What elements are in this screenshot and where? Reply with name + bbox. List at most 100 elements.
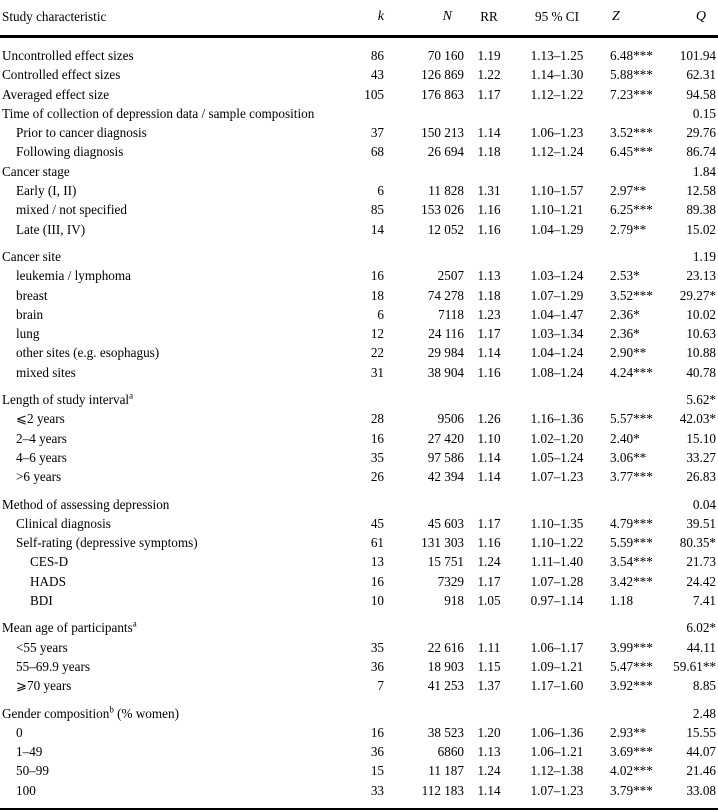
section-spacer (0, 610, 718, 618)
table-row: ⩾70 years 7 41 253 1.37 1.17–1.60 3.92*** 8.85 (0, 676, 718, 695)
table-row: 1–49 36 6860 1.13 1.06–1.21 3.69*** 44.07 (0, 742, 718, 761)
cell-z: 2.36* (610, 326, 640, 342)
cell-q: 12.58 (686, 183, 716, 199)
table-row: Self-rating (depressive symptoms) 61 131 3… (0, 533, 718, 552)
cell-n: 9506 (437, 411, 464, 427)
footnote-marker: b (109, 704, 114, 715)
table-row: 100 33 112 183 1.14 1.07–1.23 3.79*** 33.08 (0, 781, 718, 800)
cell-rr: 1.16 (477, 535, 501, 551)
row-label: Length of study intervala (2, 390, 134, 408)
cell-k (336, 618, 388, 637)
cell-ci (516, 704, 600, 723)
cell-n: 27 420 (427, 430, 464, 446)
cell-ci: 1.03–1.24 (530, 268, 584, 284)
cell-q: 80.35* (679, 535, 716, 551)
cell-n: 112 183 (421, 782, 464, 798)
cell-q: 10.02 (686, 306, 716, 322)
cell-z: 3.54*** (610, 554, 653, 570)
row-label: Early (I, II) (16, 183, 77, 199)
cell-k: 31 (370, 364, 384, 380)
row-label: leukemia / lymphoma (16, 268, 131, 284)
row-label: Late (III, IV) (16, 221, 86, 237)
cell-k: 68 (370, 144, 384, 160)
cell-rr: 1.16 (477, 364, 501, 380)
row-label: BDI (30, 593, 53, 609)
cell-rr: 1.14 (477, 782, 501, 798)
cell-n: 11 187 (428, 763, 464, 779)
cell-z: 2.36* (610, 306, 640, 322)
table-row: 55–69.9 years 36 18 903 1.15 1.09–1.21 5.47**… (0, 657, 718, 676)
cell-ci: 1.12–1.22 (530, 86, 584, 102)
table-row: Clinical diagnosis 45 45 603 1.17 1.10–1.35 4… (0, 514, 718, 533)
cell-q: 42.03* (679, 411, 716, 427)
table-section-row: Cancer site 1.19 (0, 247, 718, 266)
cell-n: 7329 (437, 573, 464, 589)
footnote-marker: a (132, 618, 137, 629)
row-label: mixed / not specified (16, 202, 127, 218)
cell-n: 97 586 (427, 449, 464, 465)
cell-q: 39.51 (686, 515, 716, 531)
cell-z (600, 495, 662, 514)
cell-z: 1.18 (610, 593, 634, 609)
cell-rr: 1.13 (477, 268, 501, 284)
cell-q: 2.48 (692, 705, 716, 721)
cell-z: 2.90** (610, 345, 647, 361)
cell-q: 33.08 (686, 782, 716, 798)
cell-n (388, 618, 468, 637)
table-row: CES-D 13 15 751 1.24 1.11–1.40 3.54*** 21.73 (0, 552, 718, 571)
cell-q: 89.38 (686, 202, 716, 218)
cell-ci: 1.06–1.36 (530, 724, 584, 740)
cell-n (388, 495, 468, 514)
cell-z: 5.59*** (610, 535, 653, 551)
footer-spacer (0, 800, 718, 809)
cell-ci (516, 390, 600, 409)
cell-ci: 1.14–1.30 (530, 67, 584, 83)
cell-k: 45 (370, 515, 384, 531)
cell-rr: 1.17 (477, 573, 501, 589)
row-label: Controlled effect sizes (2, 67, 121, 83)
meta-analysis-table-container: Study characteristic k N RR 95 % CI Z Q … (0, 9, 718, 810)
section-spacer (0, 382, 718, 390)
cell-z (600, 390, 662, 409)
cell-q: 0.15 (692, 105, 716, 121)
cell-q: 23.13 (686, 268, 716, 284)
row-label: lung (16, 326, 40, 342)
cell-q: 62.31 (686, 67, 716, 83)
cell-ci (516, 104, 600, 123)
cell-n: 42 394 (427, 469, 464, 485)
cell-z: 2.53* (610, 268, 640, 284)
cell-k: 6 (377, 306, 384, 322)
cell-q: 44.07 (686, 744, 716, 760)
cell-q: 6.02* (686, 620, 716, 636)
row-label: ⩽2 years (16, 411, 65, 427)
table-row: lung 12 24 116 1.17 1.03–1.34 2.36* 10.63 (0, 324, 718, 343)
cell-z (600, 104, 662, 123)
cell-k: 85 (370, 202, 384, 218)
cell-rr: 1.37 (477, 678, 501, 694)
cell-rr: 1.14 (477, 469, 501, 485)
cell-n: 70 160 (427, 48, 464, 63)
cell-ci: 1.02–1.20 (530, 430, 584, 446)
column-header-rr: RR (480, 9, 498, 24)
column-header-study-characteristic: Study characteristic (2, 9, 107, 24)
cell-rr: 1.11 (477, 639, 501, 655)
cell-k: 33 (370, 782, 384, 798)
cell-rr: 1.05 (477, 593, 501, 609)
table-row: Following diagnosis 68 26 694 1.18 1.12–1.24… (0, 142, 718, 161)
cell-z (600, 247, 662, 266)
cell-ci: 1.03–1.34 (530, 326, 584, 342)
cell-z: 5.57*** (610, 411, 653, 427)
row-label: HADS (30, 573, 66, 589)
cell-n: 6860 (437, 744, 464, 760)
cell-k: 10 (370, 593, 384, 609)
cell-n: 41 253 (427, 678, 464, 694)
row-label: breast (16, 287, 48, 303)
cell-rr: 1.18 (477, 144, 501, 160)
cell-ci: 1.07–1.28 (530, 573, 584, 589)
cell-q: 10.88 (686, 345, 716, 361)
table-body: Uncontrolled effect sizes 86 70 160 1.19 1.1… (0, 46, 718, 800)
row-label: Mean age of participantsa (2, 618, 137, 636)
cell-q: 15.55 (686, 724, 716, 740)
cell-n (388, 247, 468, 266)
cell-rr: 1.14 (477, 449, 501, 465)
